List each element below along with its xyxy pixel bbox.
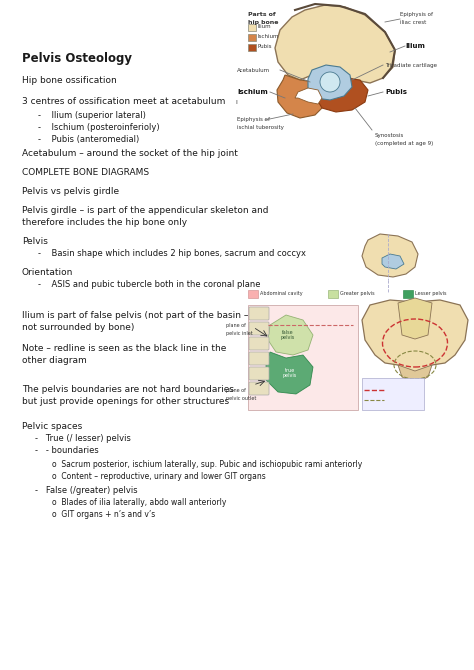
Text: Ilium: Ilium (258, 25, 272, 29)
Text: Note – redline is seen as the black line in the: Note – redline is seen as the black line… (22, 344, 227, 353)
FancyBboxPatch shape (249, 382, 269, 395)
Text: Ischium: Ischium (237, 89, 268, 95)
Text: false
pelvis: false pelvis (281, 330, 295, 340)
Text: -   False (/greater) pelvis: - False (/greater) pelvis (35, 486, 137, 495)
Text: o  GIT organs + n’s and v’s: o GIT organs + n’s and v’s (52, 510, 155, 519)
FancyBboxPatch shape (248, 24, 256, 31)
Text: Acetabulum – around the socket of the hip joint: Acetabulum – around the socket of the hi… (22, 149, 238, 158)
Text: Pelvis girdle – is part of the appendicular skeleton and: Pelvis girdle – is part of the appendicu… (22, 206, 268, 215)
FancyBboxPatch shape (249, 352, 269, 365)
Polygon shape (275, 5, 395, 83)
FancyBboxPatch shape (248, 290, 258, 298)
Text: -   - boundaries: - - boundaries (35, 446, 99, 455)
FancyBboxPatch shape (248, 34, 256, 41)
FancyBboxPatch shape (249, 367, 269, 380)
Polygon shape (308, 65, 352, 100)
Text: true
pelvis: true pelvis (283, 368, 297, 379)
Text: Ilium is part of false pelvis (not part of the basin –: Ilium is part of false pelvis (not part … (22, 311, 248, 320)
Text: o  Sacrum posterior, ischium laterally, sup. Pubic and ischiopubic rami anterior: o Sacrum posterior, ischium laterally, s… (52, 460, 362, 469)
Text: COMPLETE BONE DIAGRAMS: COMPLETE BONE DIAGRAMS (22, 168, 149, 177)
FancyBboxPatch shape (249, 337, 269, 350)
Text: Pubis: Pubis (258, 44, 273, 50)
FancyBboxPatch shape (249, 307, 269, 320)
Polygon shape (295, 88, 322, 104)
Text: not surrounded by bone): not surrounded by bone) (22, 323, 134, 332)
Text: Epiphysis of: Epiphysis of (237, 117, 270, 122)
Polygon shape (398, 298, 432, 339)
Text: pelvic outlet: pelvic outlet (226, 396, 256, 401)
Text: but just provide openings for other structures: but just provide openings for other stru… (22, 397, 229, 406)
Text: Abdominal cavity: Abdominal cavity (260, 291, 302, 297)
Text: Pelvis vs pelvis girdle: Pelvis vs pelvis girdle (22, 187, 119, 196)
Polygon shape (268, 315, 313, 355)
Text: The pelvis boundaries are not hard boundaries: The pelvis boundaries are not hard bound… (22, 385, 234, 394)
Text: Pubis: Pubis (385, 89, 407, 95)
Text: Lesser pelvis: Lesser pelvis (415, 291, 447, 297)
Text: -   True (/ lesser) pelvis: - True (/ lesser) pelvis (35, 434, 131, 443)
Text: Ilium: Ilium (405, 43, 425, 49)
FancyBboxPatch shape (248, 305, 358, 410)
Text: o  Blades of ilia laterally, abdo wall anteriorly: o Blades of ilia laterally, abdo wall an… (52, 498, 227, 507)
Text: pelvic inlet: pelvic inlet (226, 331, 253, 336)
FancyBboxPatch shape (248, 44, 256, 51)
FancyBboxPatch shape (249, 322, 269, 335)
Text: -    Pubis (anteromedial): - Pubis (anteromedial) (38, 135, 139, 144)
FancyBboxPatch shape (403, 290, 413, 298)
Text: Pelvis Osteology: Pelvis Osteology (22, 52, 132, 65)
Polygon shape (277, 75, 328, 118)
Text: (completed at age 9): (completed at age 9) (375, 141, 433, 146)
Text: Outlines of:: Outlines of: (364, 380, 396, 385)
Polygon shape (266, 352, 313, 394)
Text: ischial tuberosity: ischial tuberosity (237, 125, 284, 130)
FancyBboxPatch shape (328, 290, 338, 298)
Circle shape (320, 72, 340, 92)
Polygon shape (382, 254, 404, 269)
Text: other diagram: other diagram (22, 356, 87, 365)
Text: Triradiate cartilage: Triradiate cartilage (385, 62, 437, 68)
Text: Synostosis: Synostosis (375, 133, 404, 138)
Polygon shape (362, 234, 418, 277)
Text: Pelvis: Pelvis (22, 237, 48, 246)
Text: Greater pelvis: Greater pelvis (340, 291, 374, 297)
Text: -    Ischium (posteroinferioly): - Ischium (posteroinferioly) (38, 123, 160, 132)
Text: -    ASIS and pubic tubercle both in the coronal plane: - ASIS and pubic tubercle both in the co… (38, 280, 261, 289)
Polygon shape (398, 365, 432, 383)
Text: Orientation: Orientation (22, 268, 73, 277)
Text: -    Basin shape which includes 2 hip bones, sacrum and coccyx: - Basin shape which includes 2 hip bones… (38, 249, 306, 258)
Text: -    Ilium (superior lateral): - Ilium (superior lateral) (38, 111, 146, 120)
Text: therefore includes the hip bone only: therefore includes the hip bone only (22, 218, 187, 227)
Text: I: I (235, 100, 237, 105)
Text: Parts of: Parts of (248, 12, 275, 17)
Text: Pelvic spaces: Pelvic spaces (22, 422, 82, 431)
Polygon shape (362, 300, 468, 373)
Polygon shape (316, 78, 368, 112)
Text: hip bone: hip bone (248, 20, 279, 25)
Text: o  Content – reproductive, urinary and lower GIT organs: o Content – reproductive, urinary and lo… (52, 472, 266, 481)
Text: Ischium: Ischium (258, 34, 280, 40)
Text: iliac crest: iliac crest (400, 20, 426, 25)
Text: Epiphysis of: Epiphysis of (400, 12, 433, 17)
Text: Pelvic inlet: Pelvic inlet (386, 387, 412, 391)
Text: Hip bone ossification: Hip bone ossification (22, 76, 117, 85)
Text: plane of: plane of (226, 323, 246, 328)
Text: 3 centres of ossification meet at acetabulum: 3 centres of ossification meet at acetab… (22, 97, 225, 106)
Text: Acetabulum: Acetabulum (237, 68, 270, 72)
Text: plane of: plane of (226, 388, 246, 393)
FancyBboxPatch shape (362, 378, 424, 410)
Text: Pelvic outlet: Pelvic outlet (386, 397, 416, 401)
